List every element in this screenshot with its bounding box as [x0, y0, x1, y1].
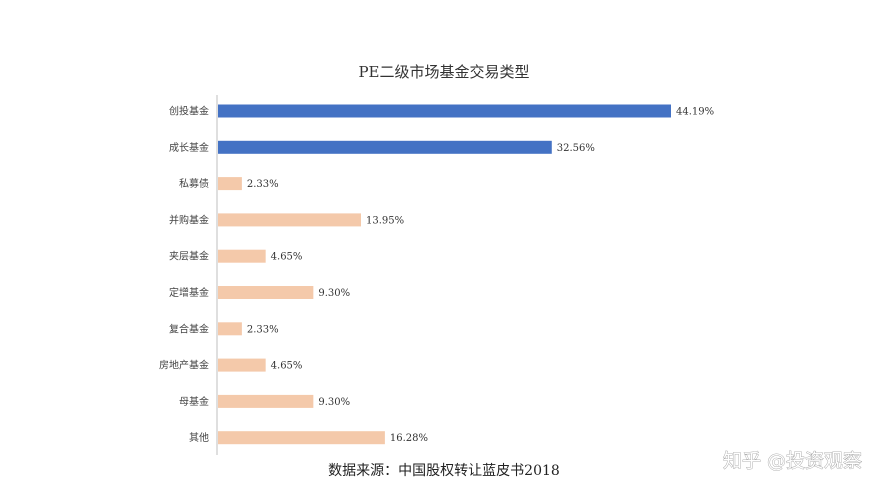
category-label: 母基金: [179, 395, 209, 408]
category-label: 夹层基金: [169, 250, 209, 263]
bar: [218, 358, 266, 372]
bar: [218, 394, 314, 408]
bar: [218, 431, 385, 445]
bar: [218, 322, 242, 336]
data-label: 9.30%: [318, 288, 350, 299]
data-label: 4.65%: [271, 361, 303, 372]
data-label: 16.28%: [390, 433, 428, 444]
data-label: 32.56%: [557, 143, 595, 154]
chart-title: PE二级市场基金交易类型: [358, 63, 529, 81]
bar: [218, 213, 362, 227]
category-label: 并购基金: [169, 213, 209, 226]
category-label: 私募债: [179, 177, 209, 190]
data-label: 2.33%: [247, 324, 279, 335]
category-label: 创投基金: [169, 105, 209, 118]
bar-group: 创投基金 44.19% 成长基金 32.56% 私募债 2.33% 并购基金 13.95% 夹层…: [159, 104, 714, 445]
data-label: 2.33%: [247, 179, 279, 190]
data-label: 44.19%: [676, 107, 714, 118]
data-label: 9.30%: [318, 397, 350, 408]
category-label: 定增基金: [169, 286, 209, 299]
data-label: 13.95%: [366, 215, 404, 226]
category-label: 成长基金: [169, 141, 209, 154]
watermark: 知乎 @投资观察: [723, 450, 862, 472]
bar: [218, 249, 266, 263]
category-label: 复合基金: [169, 322, 209, 335]
category-label: 房地产基金: [159, 359, 209, 372]
data-label: 4.65%: [271, 252, 303, 263]
source-note: 数据来源：中国股权转让蓝皮书2018: [328, 463, 560, 479]
bar: [218, 177, 242, 191]
bar: [218, 286, 314, 299]
category-label: 其他: [189, 431, 209, 444]
bar: [218, 104, 671, 118]
bar: [218, 140, 552, 154]
